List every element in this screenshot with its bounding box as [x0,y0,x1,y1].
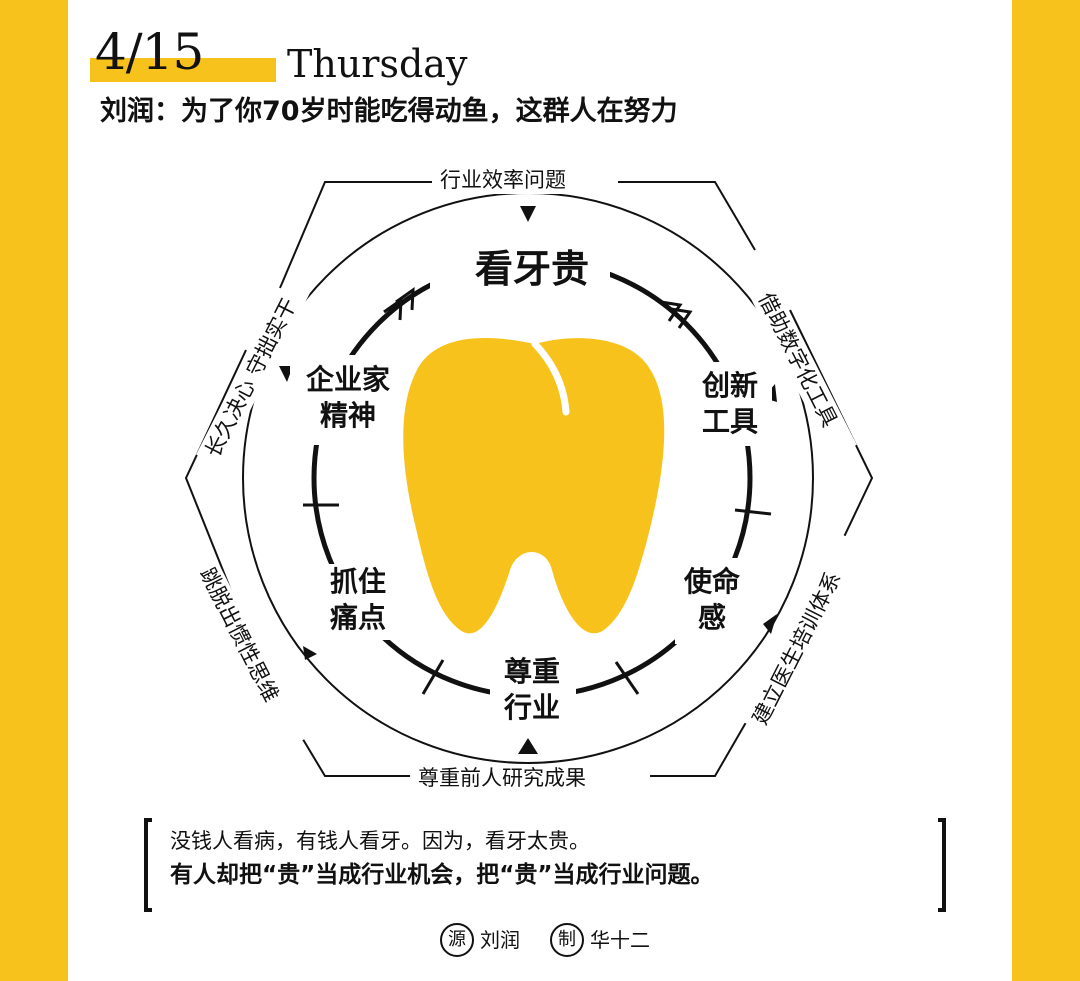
node-pain-point-line2: 痛点 [329,601,386,634]
outer-label-bottom: 尊重前人研究成果 [410,764,594,792]
ring-gap-top [430,254,610,304]
ring-gap-top-left [290,355,400,445]
tooth-crack [531,340,570,416]
outer-hexagon-top-right [618,181,756,251]
ring-gap-left [318,564,398,640]
node-entrepreneurship-line1: 企业家 [305,363,390,396]
node-innovation-tools: 创新 工具 [670,368,790,440]
tooth-icon [403,338,665,634]
source-name: 刘润 [480,928,520,952]
node-respect-industry: 尊重 行业 [472,654,592,726]
node-entrepreneurship-line2: 精神 [319,399,376,432]
quote-bracket-left [144,818,152,912]
node-innovation-tools-line2: 工具 [701,405,758,438]
outer-hexagon-bottom-left [294,725,410,777]
tick-bottom-left [421,659,445,695]
node-pain-point-line1: 抓住 [329,565,386,598]
node-respect-industry-line2: 行业 [503,691,560,724]
date-highlight [90,58,276,82]
right-accent-bar [1012,0,1080,981]
ring-gap-top-right [692,362,772,446]
quote-block: 没钱人看病，有钱人看牙。因为，看牙太贵。 有人却把“贵”当成行业机会，把“贵”当… [170,824,940,892]
credits: 源 刘润 制 华十二 [440,922,650,958]
marker-bottom-left [303,646,317,660]
maker-name: 华十二 [590,928,650,952]
source-mark: 源 [440,923,474,957]
outer-hexagon-top-left [279,181,432,289]
date: 4/15 [95,23,204,81]
maker-mark: 制 [550,923,584,957]
node-respect-industry-line1: 尊重 [503,655,560,688]
node-innovation-tools-line1: 创新 [701,369,758,402]
tick-right [734,508,772,516]
headline: 刘润：为了你70岁时能吃得动鱼，这群人在努力 [100,96,678,127]
node-mission-line2: 感 [697,601,726,634]
node-pain-point: 抓住 痛点 [298,564,418,636]
arrow-right-chevrons [660,300,693,329]
left-accent-bar [0,0,68,981]
marker-bottom-right [763,614,777,634]
tick-bottom-right [614,661,640,695]
marker-top [520,206,536,222]
arrow-left-chevrons [383,286,415,321]
marker-top-left [279,366,293,382]
ring-gap-bottom [490,652,576,734]
node-mission-line1: 使命 [683,565,740,598]
marker-bottom [518,738,538,754]
quote-line-2: 有人却把“贵”当成行业机会，把“贵”当成行业问题。 [170,862,714,888]
node-mission: 使命 感 [652,564,772,636]
outer-label-top: 行业效率问题 [432,166,574,194]
outer-hexagon-bottom-right [650,711,753,777]
weekday: Thursday [287,42,468,86]
quote-line-1: 没钱人看病，有钱人看牙。因为，看牙太贵。 [170,829,590,853]
center-node: 看牙贵 [474,247,589,291]
node-entrepreneurship: 企业家 精神 [288,362,408,434]
ring-gap-right [675,558,757,644]
quote-bracket-right [938,818,946,912]
